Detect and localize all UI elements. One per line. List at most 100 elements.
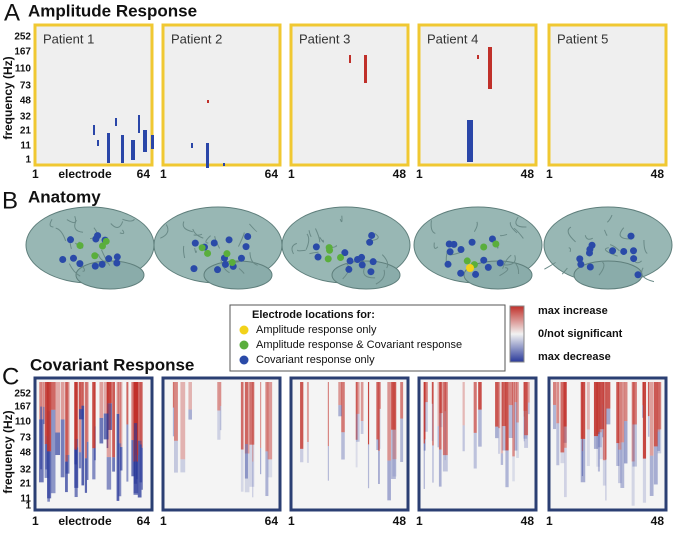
heat-blue xyxy=(505,450,509,488)
electrode xyxy=(242,243,250,251)
response-blob xyxy=(206,143,209,168)
brain-lobe xyxy=(203,260,273,290)
electrode xyxy=(586,263,594,271)
heat-red xyxy=(131,382,135,441)
heat-red xyxy=(240,382,244,450)
heat-red xyxy=(602,382,606,461)
x-axis-start: 1 xyxy=(416,514,423,528)
heat-red xyxy=(44,382,49,445)
sulcus xyxy=(205,235,211,244)
electrode xyxy=(105,255,113,263)
x-axis-end: 64 xyxy=(265,514,279,528)
heat-blue xyxy=(400,418,404,463)
heat-red xyxy=(180,382,186,460)
heat-blue xyxy=(106,457,112,490)
heat-blue xyxy=(306,441,309,463)
electrode xyxy=(466,264,474,272)
y-tick-label: 252 xyxy=(14,32,31,43)
colorbar xyxy=(509,305,525,363)
y-tick-label: 48 xyxy=(20,96,32,107)
x-axis-end: 48 xyxy=(521,167,535,181)
legend-item: Amplitude response & Covariant response xyxy=(256,339,462,351)
legend-title: Electrode locations for: xyxy=(252,309,375,321)
electrode xyxy=(92,235,100,243)
response-blob xyxy=(97,140,99,146)
heat-red xyxy=(306,382,309,442)
heat-red xyxy=(252,382,254,462)
heat-red xyxy=(442,382,448,456)
heatmap xyxy=(161,376,282,512)
electrode xyxy=(630,247,638,255)
heat-red xyxy=(553,382,557,405)
heat-blue xyxy=(219,405,222,431)
response-blob xyxy=(121,135,124,163)
heat-red xyxy=(107,382,112,404)
heat-blue xyxy=(65,461,68,493)
sulcus xyxy=(319,237,325,243)
heat-blue xyxy=(50,409,56,494)
panel-letter: C xyxy=(2,363,19,390)
sulcus xyxy=(473,221,478,232)
sulcus xyxy=(314,228,321,243)
heat-blue xyxy=(649,455,654,496)
heat-blue xyxy=(599,429,605,460)
heat-red xyxy=(103,382,109,414)
electrode xyxy=(446,248,454,256)
heat-red xyxy=(116,382,120,414)
heat-red xyxy=(580,382,586,439)
electrode xyxy=(366,238,374,246)
electrode xyxy=(67,236,75,244)
heat-blue xyxy=(379,408,381,449)
sulcus xyxy=(515,216,527,228)
heat-blue xyxy=(581,451,584,477)
y-tick-label: 48 xyxy=(20,448,32,459)
heat-red xyxy=(172,382,175,408)
heat-red xyxy=(618,382,622,450)
electrode xyxy=(98,260,106,268)
y-tick-label: 167 xyxy=(14,47,31,58)
response-blob xyxy=(364,55,367,83)
electrode xyxy=(480,256,488,264)
heat-red xyxy=(392,382,397,460)
heat-red xyxy=(500,382,504,454)
sulcus xyxy=(603,229,608,236)
electrode xyxy=(620,247,628,255)
patient-label: Patient 2 xyxy=(171,31,222,46)
electrode xyxy=(214,266,222,274)
heat-blue xyxy=(516,422,519,458)
heat-blue xyxy=(341,432,345,460)
electrode xyxy=(113,253,121,261)
heat-blue xyxy=(500,453,504,465)
heat-red xyxy=(653,382,658,447)
heat-red xyxy=(597,382,600,432)
heat-blue xyxy=(78,452,82,469)
heat-blue xyxy=(86,441,89,480)
sulcus xyxy=(513,227,524,239)
plot-frame xyxy=(161,376,282,512)
sulcus xyxy=(192,228,204,239)
heat-red xyxy=(501,382,507,427)
heat-blue xyxy=(631,461,635,506)
electrode xyxy=(468,238,476,246)
heat-red xyxy=(391,382,396,430)
heat-blue xyxy=(431,403,434,441)
patient-label: Patient 1 xyxy=(43,31,94,46)
heat-red xyxy=(84,382,88,459)
x-axis-end: 48 xyxy=(393,167,407,181)
electrode xyxy=(488,235,496,243)
sulcus xyxy=(513,261,520,275)
heat-red xyxy=(563,382,567,448)
electrode xyxy=(585,249,593,257)
heat-blue xyxy=(563,426,567,443)
heat-blue xyxy=(473,432,477,469)
heat-red xyxy=(141,382,143,448)
legend-item: Covariant response only xyxy=(256,354,375,366)
heatmap xyxy=(33,376,154,512)
sulcus xyxy=(433,242,439,249)
x-axis-start: 1 xyxy=(546,514,553,528)
heat-red xyxy=(508,382,514,406)
heat-red xyxy=(438,382,442,450)
response-blob xyxy=(107,133,110,163)
response-blob xyxy=(93,125,95,135)
heat-red xyxy=(512,382,515,457)
